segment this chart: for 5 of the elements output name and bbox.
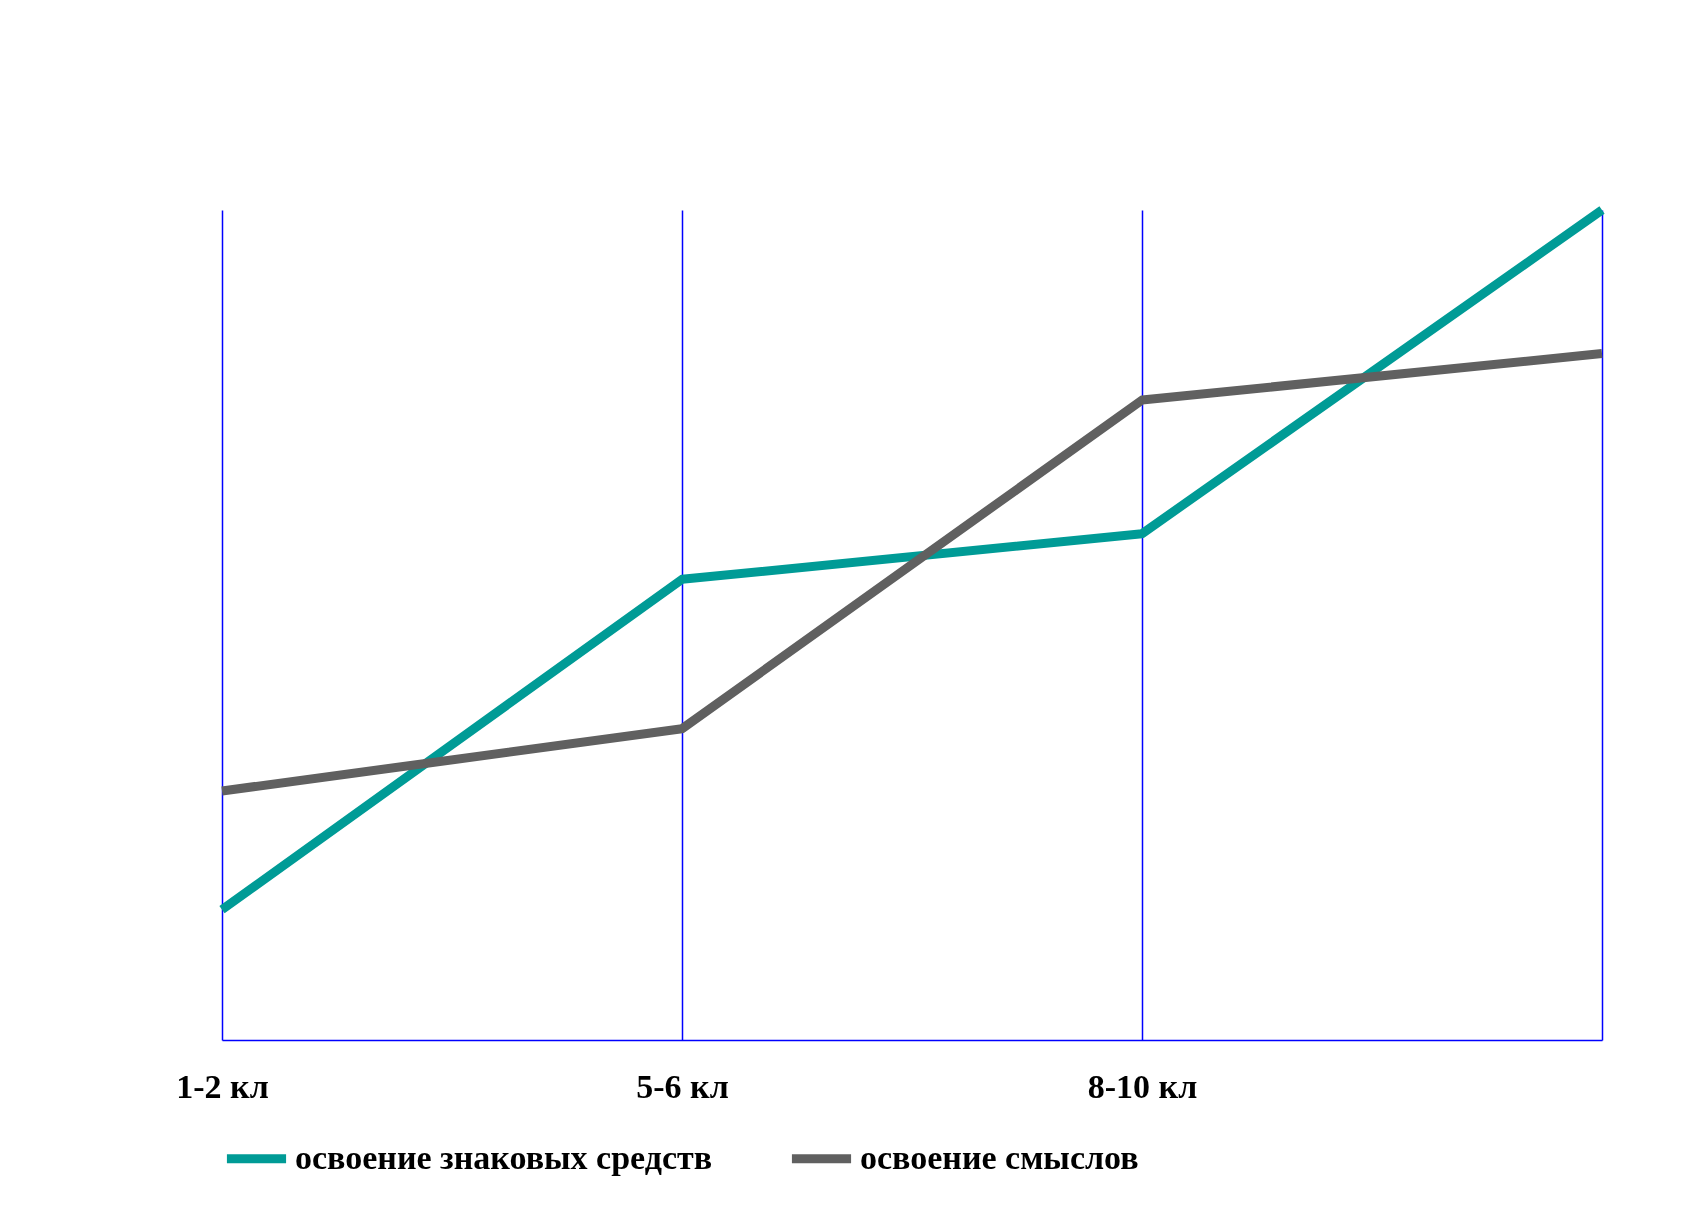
x-tick-label: 1-2 кл [176, 1067, 269, 1105]
x-tick-label: 5-6 кл [636, 1067, 729, 1105]
legend-label: освоение смыслов [860, 1138, 1139, 1176]
legend-label: освоение знаковых средств [295, 1138, 713, 1176]
x-tick-label: 8-10 кл [1087, 1067, 1198, 1105]
